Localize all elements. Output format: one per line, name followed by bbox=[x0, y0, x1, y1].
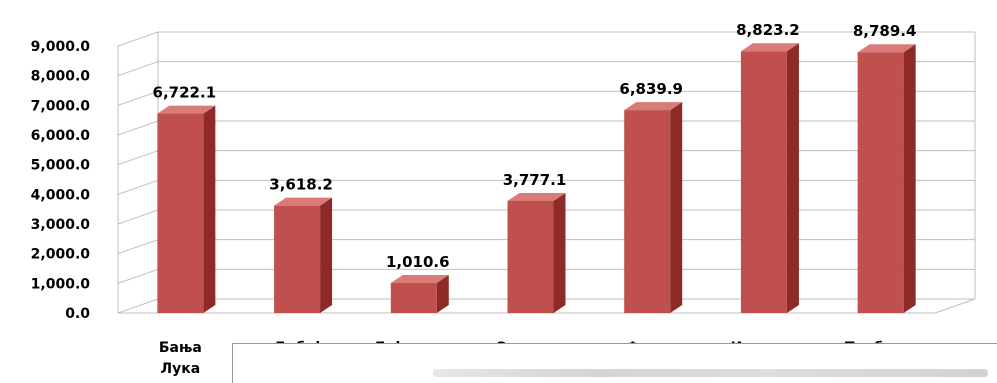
bar bbox=[740, 43, 799, 314]
gridline-side-6 bbox=[117, 120, 159, 136]
bar-side-face bbox=[786, 43, 799, 314]
bar-front-face bbox=[157, 113, 204, 313]
bar-front-face bbox=[857, 52, 904, 313]
bar-front-face bbox=[390, 283, 437, 313]
bar-top-face bbox=[274, 197, 333, 206]
category-label: Лука bbox=[161, 361, 201, 376]
data-label: 8,823.2 bbox=[736, 21, 800, 39]
bar-top-face bbox=[740, 43, 799, 52]
bar-top-face bbox=[157, 105, 216, 114]
y-tick-label: 9,000.0 bbox=[31, 39, 91, 55]
bars bbox=[157, 43, 916, 314]
y-tick-label: 8,000.0 bbox=[31, 69, 91, 85]
gridline-side-3 bbox=[117, 209, 159, 225]
bar-side-face bbox=[553, 192, 566, 313]
bar-side-face bbox=[203, 105, 216, 313]
blurred-text-placeholder bbox=[433, 369, 988, 377]
data-label: 3,777.1 bbox=[503, 171, 567, 189]
bar-side-face bbox=[670, 102, 683, 313]
bar-front-face bbox=[624, 110, 671, 313]
data-label: 8,789.4 bbox=[853, 22, 917, 40]
bar bbox=[507, 192, 566, 313]
data-label: 3,618.2 bbox=[269, 176, 333, 194]
overlapping-panel bbox=[232, 343, 997, 383]
gridline-side-5 bbox=[117, 150, 159, 166]
bar bbox=[274, 197, 333, 313]
gridline-side-1 bbox=[117, 268, 159, 284]
data-label: 1,010.6 bbox=[386, 253, 450, 271]
y-tick-label: 5,000.0 bbox=[31, 158, 91, 174]
bar-side-face bbox=[903, 44, 916, 313]
data-labels: 6,722.1 3,618.2 1,010.6 3,777.1 6,839.9 8,823… bbox=[153, 21, 917, 271]
y-tick-label: 2,000.0 bbox=[31, 247, 91, 263]
y-tick-label: 1,000.0 bbox=[31, 276, 91, 292]
y-tick-label: 7,000.0 bbox=[31, 98, 91, 114]
gridline-side-7 bbox=[117, 90, 159, 106]
gridline-side-0 bbox=[117, 298, 159, 314]
bar-top-face bbox=[390, 275, 449, 284]
bar-top-face bbox=[857, 44, 916, 53]
gridline-side-4 bbox=[117, 179, 159, 195]
y-axis-tick-labels: 0.0 1,000.0 2,000.0 3,000.0 4,000.0 5,000.0 6,… bbox=[31, 39, 91, 322]
bar-top-face bbox=[507, 192, 566, 201]
data-label: 6,839.9 bbox=[619, 80, 683, 98]
bar-front-face bbox=[740, 51, 787, 314]
bar bbox=[390, 275, 449, 313]
y-tick-label: 4,000.0 bbox=[31, 187, 91, 203]
y-tick-label: 0.0 bbox=[65, 306, 90, 322]
floor-right-edge bbox=[934, 298, 976, 314]
gridline-side-9 bbox=[117, 31, 159, 47]
bar-top-face bbox=[624, 102, 683, 111]
bar bbox=[157, 105, 216, 313]
bar-side-face bbox=[436, 275, 449, 313]
gridline-side-8 bbox=[117, 61, 159, 77]
bar bbox=[857, 44, 916, 313]
gridline-side-2 bbox=[117, 239, 159, 255]
bar bbox=[624, 102, 683, 313]
bar-front-face bbox=[507, 200, 554, 313]
y-tick-label: 6,000.0 bbox=[31, 128, 91, 144]
bar-front-face bbox=[274, 205, 321, 313]
bar-side-face bbox=[320, 197, 333, 313]
data-label: 6,722.1 bbox=[153, 84, 217, 102]
category-label: Бања bbox=[159, 340, 202, 356]
y-tick-label: 3,000.0 bbox=[31, 217, 91, 233]
